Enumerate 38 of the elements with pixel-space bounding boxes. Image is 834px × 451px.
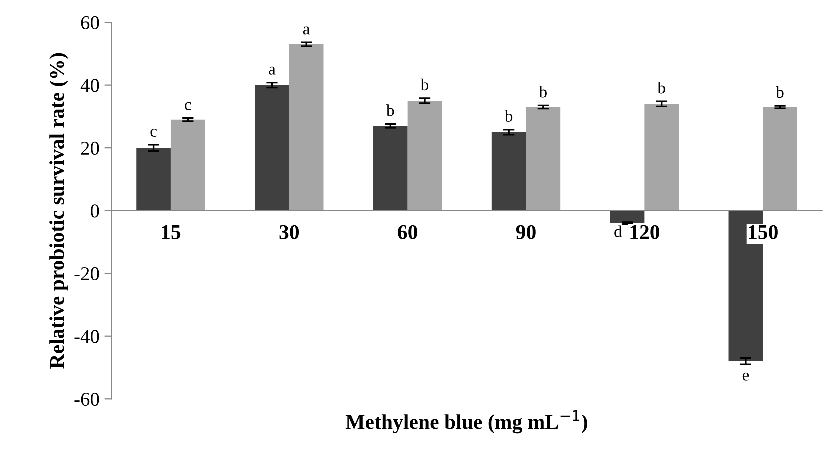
data-label: b [420,78,429,91]
bar [136,148,171,211]
bar [373,126,408,211]
bar [492,132,526,211]
x-tick-label: 30 [280,225,300,240]
bar [408,101,442,211]
data-label: c [150,129,157,138]
x-axis-title: Methylene blue (mg mL$^{−1}$) [346,410,588,434]
data-label: b [386,104,394,116]
y-axis-title: Relative probiotic survival rate (%) [50,53,68,369]
data-label: b [504,110,513,122]
x-tick-label: 15 [162,225,181,240]
x-tick-label: 120 [630,225,660,240]
data-label: b [658,82,666,94]
bar [763,107,798,211]
bar [255,85,290,211]
data-label: a [303,26,310,35]
data-label: a [269,66,276,75]
data-label: c [185,102,192,110]
x-tick-label: 90 [516,225,536,240]
bar [526,107,561,211]
y-tick-label: -40 [74,330,100,344]
data-label: b [776,86,784,98]
y-tick-label: 40 [80,79,100,92]
x-tick-label: 150 [749,225,778,240]
bar [610,210,645,224]
y-tick-label: -60 [74,392,100,406]
data-label: d [614,226,622,238]
x-tick-label: 60 [398,225,418,240]
bar [644,104,680,211]
data-label: b [539,86,547,98]
y-tick-label: 0 [90,204,100,218]
data-label: e [742,372,750,381]
y-tick-label: 60 [81,16,100,30]
y-tick-label: -20 [74,267,100,281]
bar [289,44,324,211]
bar [170,120,206,211]
y-tick-label: 20 [81,142,100,156]
